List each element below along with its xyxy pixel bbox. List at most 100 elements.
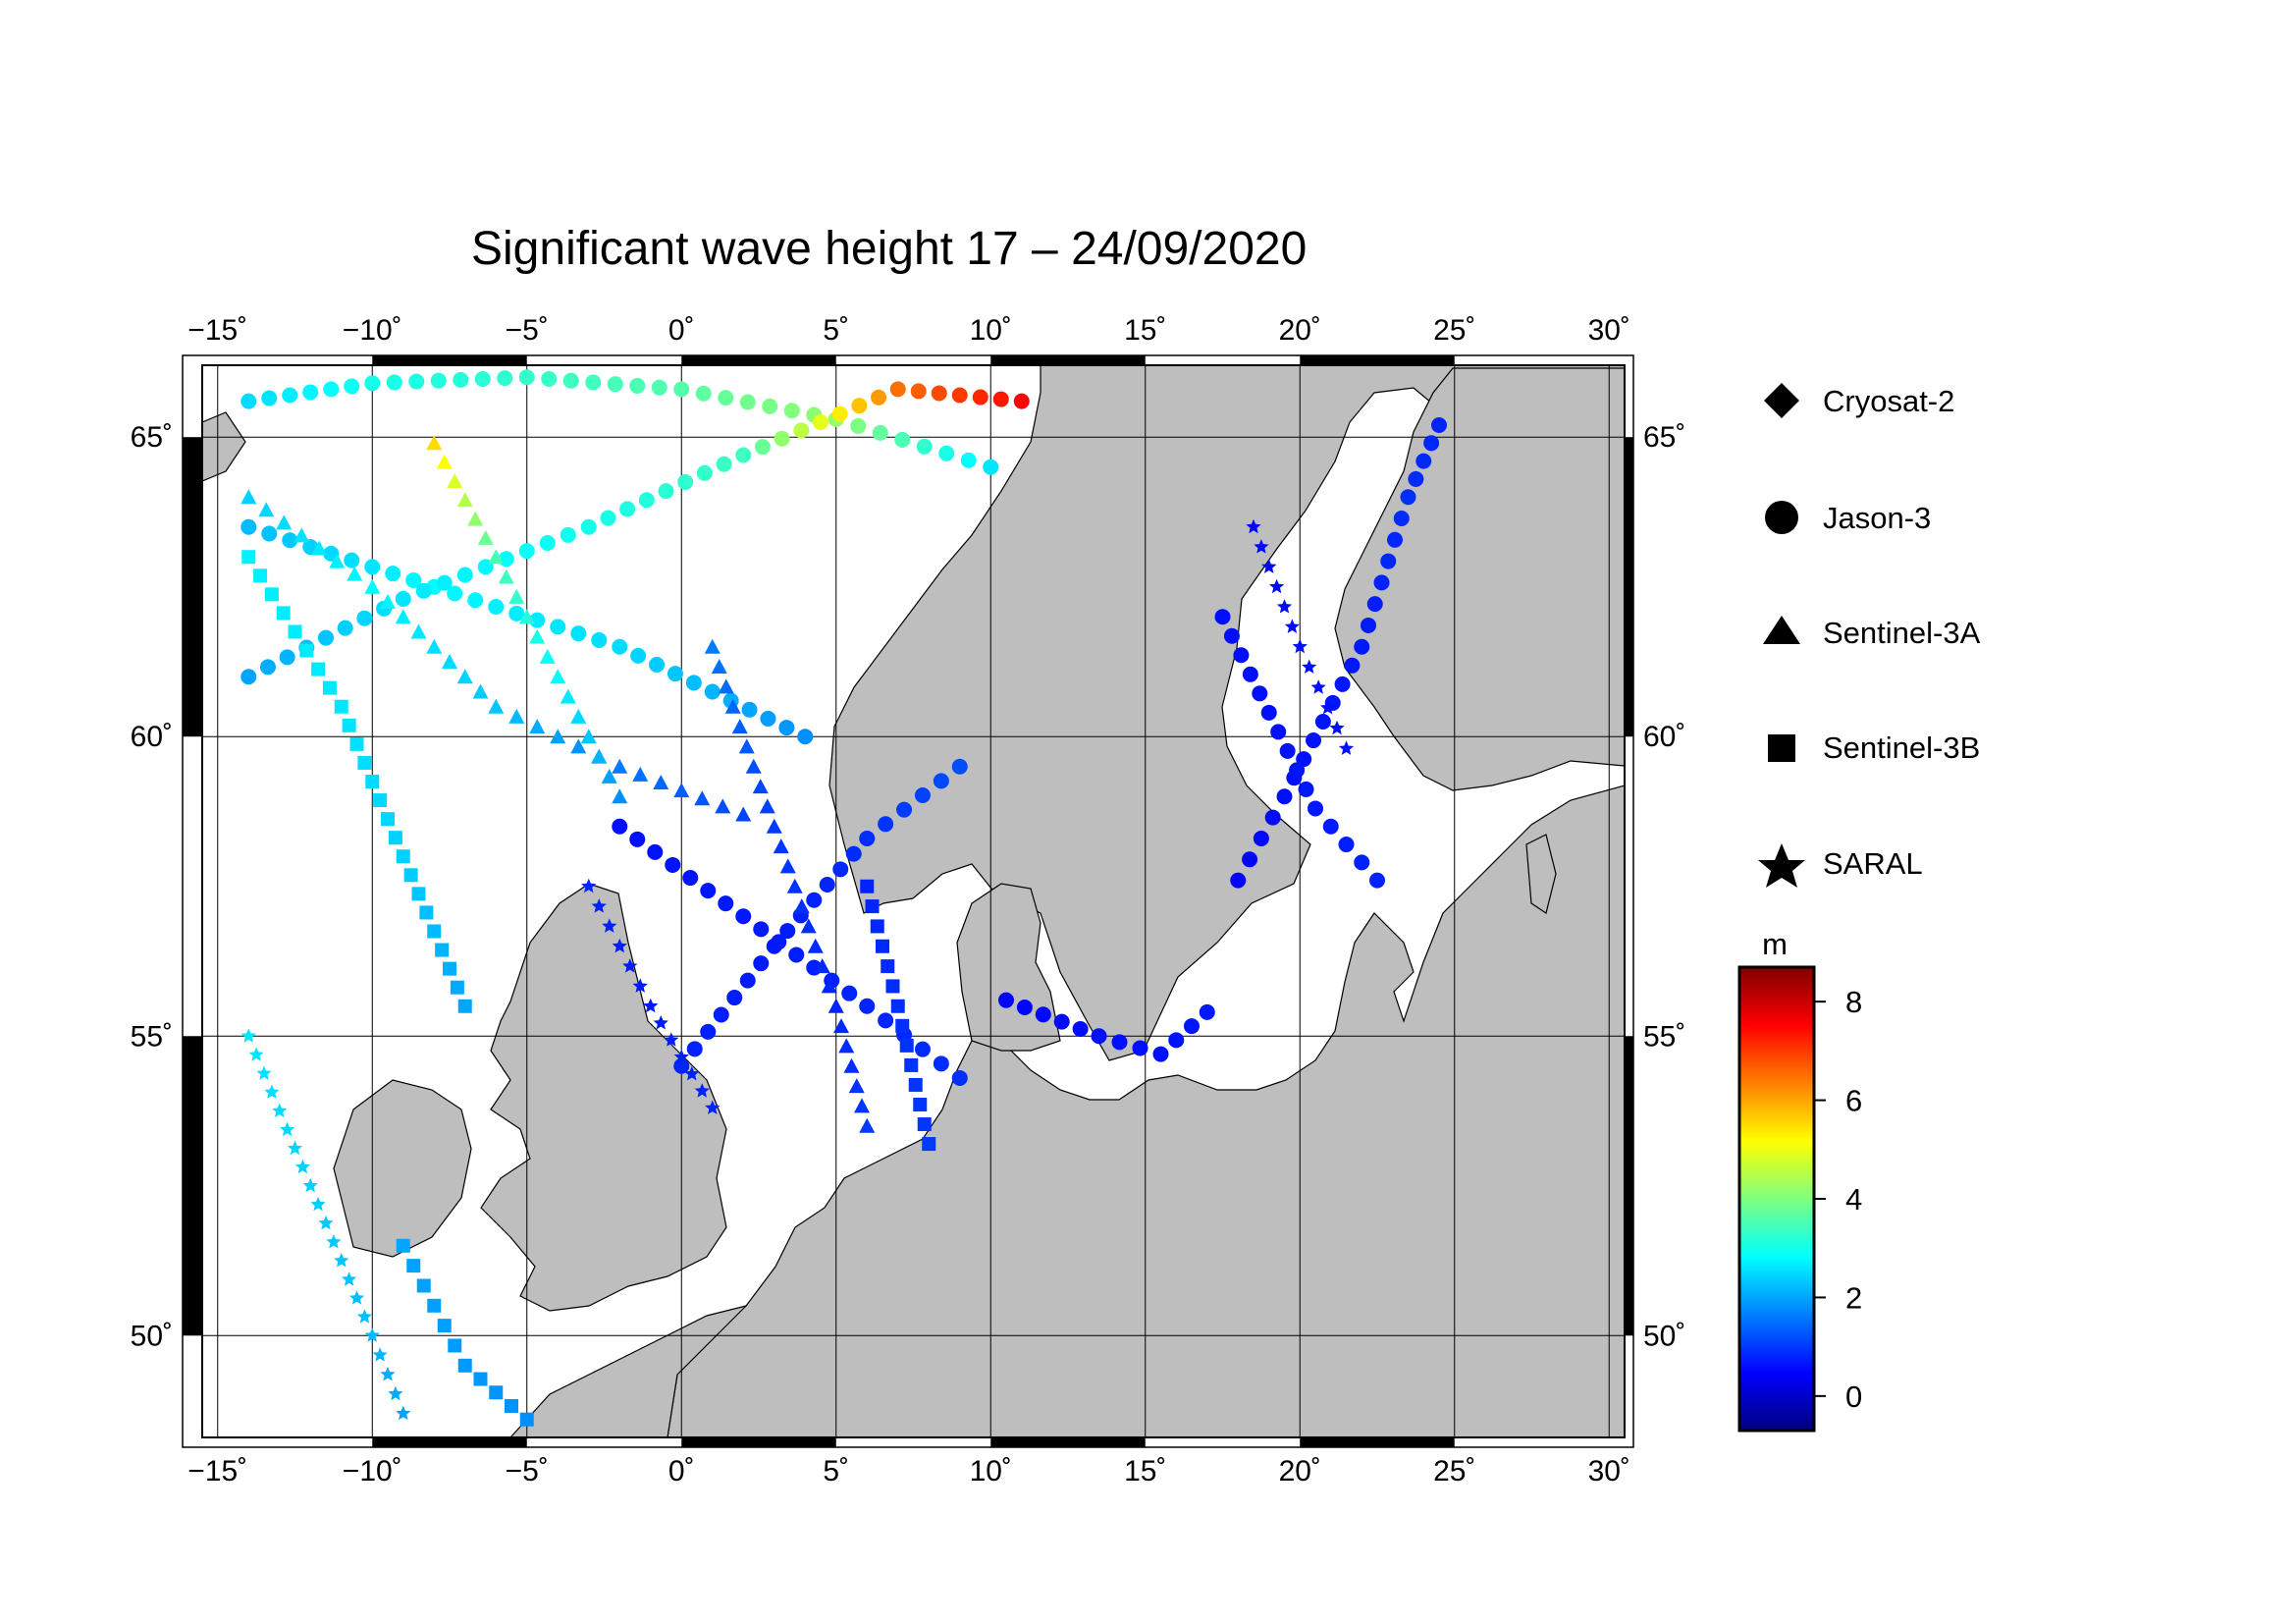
lon-tick-label-top: 20˚	[1279, 314, 1321, 347]
data-point-triangle	[539, 648, 556, 664]
data-point-circle	[518, 369, 535, 386]
frame-bar-top	[990, 355, 1146, 365]
data-point-square	[519, 1412, 534, 1427]
data-point-circle	[762, 398, 778, 414]
data-point-circle	[1233, 647, 1250, 664]
data-point-triangle	[472, 683, 489, 699]
data-point-square	[443, 961, 456, 976]
data-point-star	[364, 1327, 380, 1342]
data-point-star	[612, 938, 627, 953]
data-point-circle	[1253, 830, 1269, 846]
data-point-square	[890, 999, 905, 1013]
data-point-circle	[718, 390, 734, 406]
data-point-star	[1310, 679, 1326, 694]
data-point-square	[922, 1137, 936, 1152]
data-point-circle	[774, 430, 790, 447]
land-great-britain	[480, 883, 727, 1312]
frame-bar-bottom	[372, 1437, 527, 1447]
data-point-circle	[916, 438, 933, 455]
data-point-triangle	[508, 588, 525, 604]
frame-bar-bottom	[681, 1437, 836, 1447]
colorbar: m 0 2 4 6 8	[1737, 927, 1862, 1433]
data-point-triangle	[276, 514, 293, 530]
data-point-square	[276, 606, 291, 621]
data-point-circle	[1053, 1013, 1070, 1030]
frame-bar-bottom	[1300, 1437, 1455, 1447]
data-point-circle	[1242, 666, 1258, 682]
data-point-circle	[806, 892, 823, 908]
legend-item-cryosat-2: Cryosat-2	[1764, 383, 1954, 418]
data-point-star	[1269, 578, 1285, 594]
data-point-square	[381, 812, 395, 827]
data-point-circle	[539, 534, 556, 551]
triangle-icon	[1763, 616, 1800, 644]
data-point-square	[489, 1385, 504, 1400]
data-point-circle	[778, 720, 795, 736]
data-point-circle	[518, 543, 535, 560]
lon-tick-label-top: 15˚	[1124, 314, 1166, 347]
data-point-square	[904, 1057, 919, 1072]
data-point-circle	[282, 387, 298, 404]
data-point-circle	[318, 629, 334, 646]
data-point-circle	[1111, 1034, 1128, 1051]
data-point-star	[1302, 659, 1317, 674]
land-norway-sweden	[828, 365, 1625, 1061]
data-point-triangle	[294, 527, 310, 543]
data-point-circle	[783, 403, 800, 419]
data-point-star	[272, 1103, 288, 1117]
data-point-circle	[998, 992, 1014, 1008]
land-denmark	[956, 883, 1061, 1052]
data-point-triangle	[550, 669, 566, 684]
data-point-star	[287, 1140, 303, 1156]
data-point-circle	[1334, 676, 1351, 692]
data-point-circle	[673, 381, 690, 398]
data-point-star	[310, 1196, 326, 1212]
data-point-circle	[1072, 1020, 1089, 1037]
colorbar-gradient-bar	[1737, 965, 1816, 1433]
data-point-square	[437, 1319, 452, 1333]
data-point-circle	[718, 895, 734, 912]
data-point-circle	[1298, 781, 1314, 797]
data-point-star	[581, 878, 597, 893]
data-point-circle	[1361, 617, 1376, 633]
data-point-triangle	[854, 1098, 870, 1113]
lon-tick-label-top: 5˚	[823, 314, 849, 347]
data-point-circle	[1214, 609, 1231, 625]
colorbar-tick-label: 4	[1845, 1182, 1862, 1217]
data-point-circle	[337, 620, 353, 636]
graticule	[202, 365, 1625, 1437]
data-point-triangle	[518, 609, 535, 624]
data-point-circle	[1223, 627, 1240, 644]
data-point-circle	[323, 381, 340, 398]
data-point-circle	[1270, 724, 1287, 740]
data-point-circle	[685, 675, 702, 691]
data-point-circle	[1013, 393, 1030, 409]
data-point-circle	[612, 818, 628, 835]
data-point-star	[653, 1015, 668, 1030]
data-point-triangle	[718, 678, 734, 694]
data-point-square	[311, 662, 326, 676]
data-point-square	[881, 959, 895, 974]
colorbar-tick-label: 6	[1845, 1084, 1862, 1118]
map-frame	[201, 364, 1626, 1438]
chart-title: Significant wave height 17 – 24/09/2020	[471, 223, 1308, 275]
data-point-circle	[933, 773, 949, 789]
data-point-square	[427, 924, 442, 939]
land-layer	[202, 365, 1625, 1437]
legend-item-sentinel-3b: Sentinel-3B	[1768, 730, 1980, 765]
data-point-star	[632, 978, 648, 993]
data-point-circle	[914, 1041, 931, 1057]
lon-tick-label-top: −5˚	[506, 314, 549, 347]
data-point-star	[1284, 619, 1300, 633]
data-point-circle	[871, 389, 887, 406]
data-point-square	[373, 793, 388, 808]
data-point-circle	[562, 372, 579, 389]
data-point-circle	[696, 464, 713, 481]
data-point-circle	[453, 371, 469, 388]
data-point-circle	[739, 972, 756, 989]
data-point-triangle	[859, 1117, 876, 1133]
data-point-circle	[938, 445, 955, 461]
frame-bar-top	[1300, 355, 1455, 365]
data-point-star	[602, 918, 617, 933]
data-point-triangle	[529, 719, 546, 734]
